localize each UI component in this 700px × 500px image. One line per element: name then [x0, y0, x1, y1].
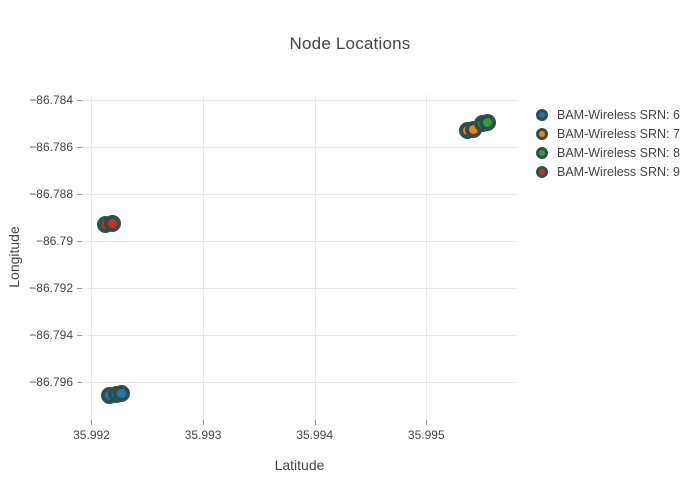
- x-gridline: [203, 95, 205, 420]
- x-tick-mark: [203, 420, 205, 425]
- y-tick-label: −86.796: [29, 375, 73, 390]
- y-tick-label: −86.792: [29, 281, 73, 296]
- x-axis-title: Latitude: [274, 457, 325, 473]
- legend-item[interactable]: BAM-Wireless SRN: 6: [536, 105, 680, 124]
- legend-item[interactable]: BAM-Wireless SRN: 7: [536, 124, 680, 143]
- y-tick-mark: [77, 382, 82, 384]
- data-point-srn-9[interactable]: [104, 215, 122, 233]
- legend: BAM-Wireless SRN: 6 BAM-Wireless SRN: 7 BA…: [536, 105, 680, 181]
- data-point-srn-8[interactable]: [479, 113, 497, 131]
- y-tick-label: −86.794: [29, 328, 73, 343]
- x-gridline: [426, 95, 428, 420]
- y-tick-mark: [77, 100, 82, 102]
- y-tick-label: −86.788: [29, 187, 73, 202]
- chart-title: Node Locations: [289, 34, 411, 53]
- y-gridline: [82, 194, 517, 196]
- data-point-srn-6[interactable]: [113, 384, 131, 402]
- y-tick-label: −86.79: [35, 234, 73, 249]
- y-tick-label: −86.784: [29, 93, 73, 108]
- legend-item-label: BAM-Wireless SRN: 6: [557, 107, 680, 122]
- y-gridline: [82, 335, 517, 337]
- y-axis-title: Longitude: [6, 226, 22, 288]
- y-tick-mark: [77, 241, 82, 243]
- y-tick-mark: [77, 147, 82, 149]
- legend-marker-icon: [536, 165, 548, 178]
- legend-item-label: BAM-Wireless SRN: 7: [557, 126, 680, 141]
- x-tick-label: 35.992: [73, 428, 110, 442]
- legend-marker-icon: [536, 108, 548, 121]
- legend-item[interactable]: BAM-Wireless SRN: 9: [536, 162, 680, 181]
- y-gridline: [82, 100, 517, 102]
- legend-item-label: BAM-Wireless SRN: 9: [557, 164, 680, 179]
- x-tick-mark: [426, 420, 428, 425]
- y-gridline: [82, 382, 517, 384]
- plot-area[interactable]: 35.992 35.993 35.994 35.995 −86.784 −86.786 −8…: [29, 93, 517, 442]
- legend-item[interactable]: BAM-Wireless SRN: 8: [536, 143, 680, 162]
- y-tick-label: −86.786: [29, 140, 73, 155]
- y-gridline: [82, 147, 517, 149]
- legend-item-label: BAM-Wireless SRN: 8: [557, 145, 680, 160]
- x-tick-label: 35.994: [296, 428, 334, 442]
- x-gridline: [314, 95, 316, 420]
- y-tick-mark: [77, 194, 82, 196]
- y-tick-mark: [77, 288, 82, 290]
- legend-marker-icon: [536, 146, 548, 159]
- legend-marker-icon: [536, 127, 548, 140]
- y-tick-mark: [77, 335, 82, 337]
- x-tick-label: 35.993: [184, 428, 222, 442]
- x-tick-mark: [314, 420, 316, 425]
- y-gridline: [82, 288, 517, 290]
- y-gridline: [82, 241, 517, 243]
- x-tick-label: 35.995: [407, 428, 445, 442]
- x-tick-mark: [91, 420, 93, 425]
- x-gridline: [91, 95, 93, 420]
